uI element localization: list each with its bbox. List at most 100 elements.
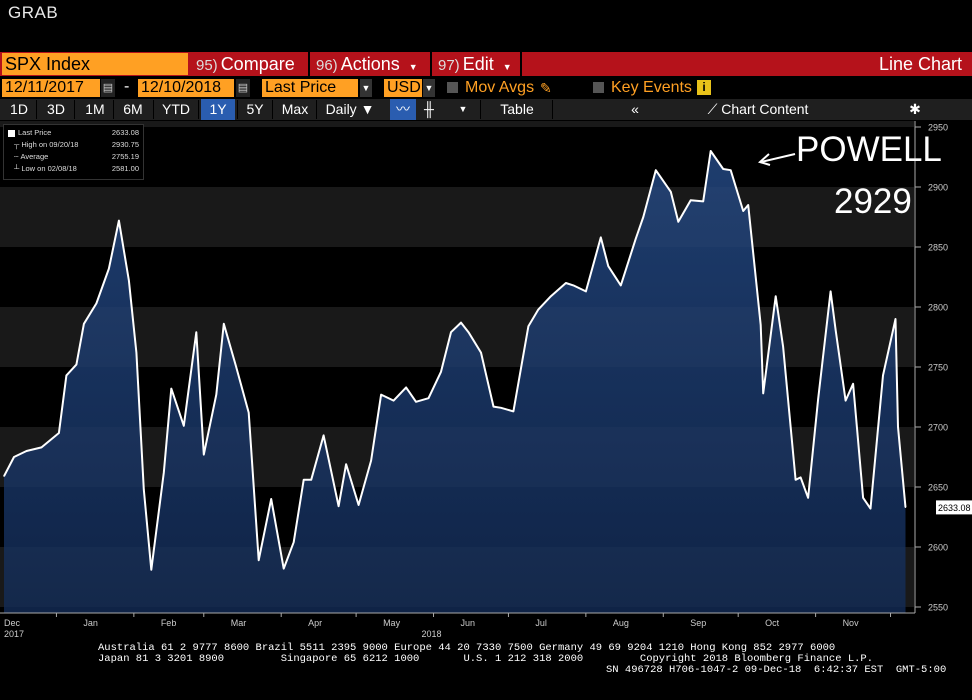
x-year-label: 2018 [422, 629, 442, 639]
data-point [358, 504, 360, 506]
annotation-label-name: POWELL [796, 130, 942, 169]
period-button-1m[interactable]: 1M [85, 101, 105, 117]
data-point [118, 220, 120, 222]
data-point [270, 498, 272, 500]
data-point [807, 497, 809, 499]
chart-content-label: Chart Content [721, 101, 809, 117]
grab-label: GRAB [8, 3, 59, 22]
data-point [143, 488, 145, 490]
period-button-1d[interactable]: 1D [10, 101, 28, 117]
gear-icon[interactable]: ✱ [909, 101, 921, 117]
edit-button[interactable]: 97) Edit ▼ [438, 52, 512, 76]
data-point [65, 374, 67, 376]
data-point [58, 432, 60, 434]
data-point [480, 352, 482, 354]
toolbar-divider [36, 100, 37, 119]
legend-label: Low on 02/08/18 [21, 164, 77, 173]
data-point [690, 199, 692, 201]
y-tick-label: 2800 [928, 303, 948, 313]
mov-avgs-checkbox[interactable] [447, 82, 458, 93]
last-value-label: 2633.08 [936, 500, 972, 515]
y-tick-label: 2950 [928, 123, 948, 133]
data-point [600, 236, 602, 238]
data-point [460, 322, 462, 324]
data-point [370, 460, 372, 462]
toolbar-divider [480, 100, 481, 119]
legend-value: 2930.75 [111, 140, 139, 149]
pencil-icon[interactable]: ✎ [540, 80, 552, 96]
data-point [393, 400, 395, 402]
annotation-label-value: 2929 [834, 182, 912, 221]
data-point [527, 325, 530, 327]
data-point [338, 505, 340, 507]
data-point [440, 371, 442, 373]
frequency-select[interactable]: Daily ▼ [320, 99, 380, 120]
data-point [303, 479, 305, 481]
frequency-label: Daily [325, 101, 357, 117]
data-point [782, 346, 784, 348]
square-icon [8, 129, 15, 137]
start-date-field[interactable]: 12/11/2017 [2, 79, 100, 97]
x-year-label: 2017 [4, 629, 24, 639]
period-button-6m[interactable]: 6M [123, 101, 143, 117]
toolbar-divider [552, 100, 553, 119]
x-tick-label: Jul [535, 618, 547, 628]
period-button-3d[interactable]: 3D [47, 101, 65, 117]
data-point [795, 479, 797, 481]
period-button-ytd[interactable]: YTD [162, 101, 190, 117]
period-button-1y[interactable]: 1Y [201, 99, 235, 120]
footer: Australia 61 2 9777 8600 Brazil 5511 239… [0, 640, 972, 700]
legend-value: 2581.00 [111, 164, 139, 173]
data-point [635, 238, 637, 240]
data-point [500, 407, 502, 409]
data-point [492, 406, 495, 408]
high-marker-icon: ┬ [14, 140, 20, 149]
calendar-icon[interactable]: ▤ [101, 79, 115, 97]
period-button-max[interactable]: Max [281, 101, 309, 117]
data-point [258, 559, 260, 561]
data-point [710, 150, 712, 152]
actions-button[interactable]: 96) Actions ▼ [316, 52, 418, 76]
data-point [405, 386, 407, 388]
last-value-box [936, 500, 972, 515]
price-field-select[interactable]: Last Price [262, 79, 358, 97]
legend-value: 2633.08 [111, 128, 139, 137]
data-point [380, 394, 382, 396]
data-point [75, 364, 77, 366]
data-point [565, 282, 567, 284]
compare-button[interactable]: 95) Compare [196, 52, 295, 76]
ohlc-bars-icon[interactable]: ╫ [424, 101, 434, 117]
data-point [183, 425, 185, 427]
key-events-checkbox[interactable] [593, 82, 604, 93]
currency-select[interactable]: USD [384, 79, 422, 97]
data-point [323, 434, 325, 436]
chevron-down-icon[interactable]: ▼ [360, 79, 372, 97]
end-date-field[interactable]: 12/10/2018 [138, 79, 234, 97]
x-tick-label: Nov [843, 618, 860, 628]
data-point [882, 374, 884, 376]
y-tick-label: 2900 [928, 183, 948, 193]
x-tick-label: Sep [690, 618, 706, 628]
table-button[interactable]: Table [500, 101, 534, 117]
average-marker-icon: ┄ [14, 152, 19, 161]
data-point [25, 450, 28, 452]
calendar-icon[interactable]: ▤ [236, 79, 250, 97]
period-button-5y[interactable]: 5Y [246, 101, 264, 117]
info-icon[interactable]: i [697, 80, 711, 95]
compare-shortcut: 95) [196, 57, 218, 74]
legend-label: High on 09/20/18 [21, 140, 79, 149]
x-tick-label: Feb [161, 618, 177, 628]
x-tick-label: Jan [83, 618, 98, 628]
chevron-down-icon[interactable]: ▼ [458, 104, 468, 114]
chevron-down-icon[interactable]: ▼ [423, 79, 435, 97]
ticker-input[interactable]: SPX Index [2, 53, 188, 75]
line-chart-icon[interactable]: 〰 [390, 99, 416, 120]
data-point [108, 268, 110, 270]
price-chart[interactable]: 2550 2600 2650 2700 2750 2800 2850 2900 2950 Dec… [0, 121, 972, 641]
collapse-panel-icon[interactable]: « [631, 101, 639, 117]
data-point [150, 569, 152, 571]
price-series [3, 150, 907, 613]
data-point [450, 331, 452, 333]
chart-content-button[interactable]: ⟋ Chart Content [698, 99, 818, 120]
y-tick-label: 2550 [928, 603, 948, 613]
